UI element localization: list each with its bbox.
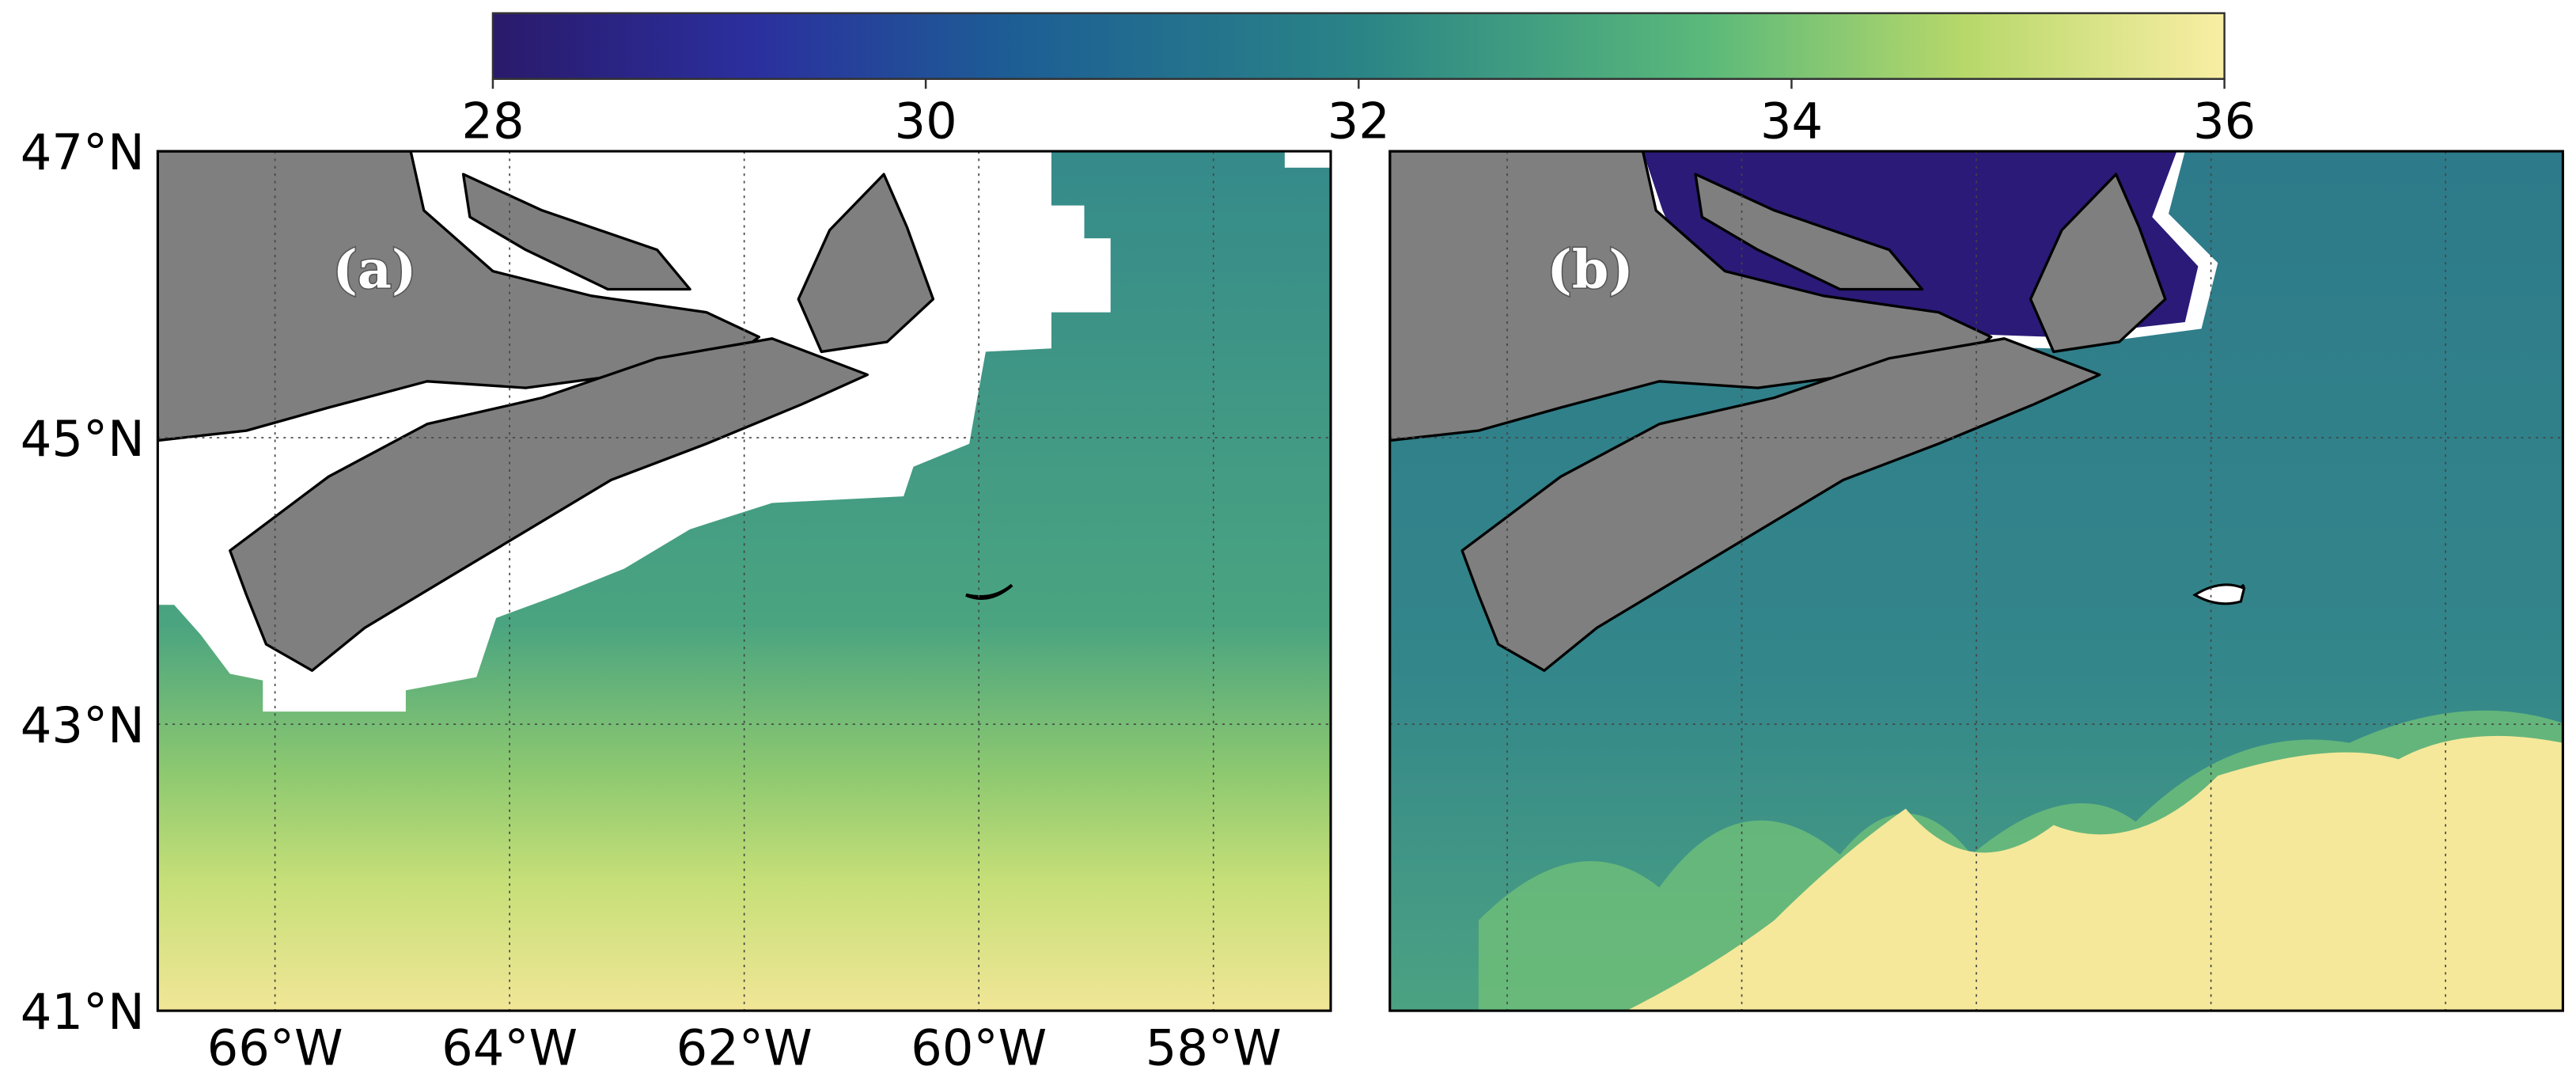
lat-tick-label: 41°N [21, 983, 145, 1041]
grid [157, 151, 1331, 1011]
colorbar-tick-label: 30 [894, 92, 957, 150]
colorbar-tick-label: 34 [1760, 92, 1823, 150]
colorbar-tick-label: 36 [2193, 92, 2256, 150]
lat-tick-label: 47°N [21, 123, 145, 181]
lon-tick-label: 66°W [207, 1019, 343, 1077]
panel-label: (a) [332, 238, 416, 300]
lon-tick-label: 58°W [1146, 1019, 1282, 1077]
frame [156, 150, 1332, 1012]
grid [1389, 151, 2563, 1011]
axis-labels: 41°N 43°N 45°N 47°N 66°W 64°W 62°W 60°W 58°W [21, 123, 1282, 1077]
lon-tick-label: 64°W [441, 1019, 578, 1077]
frame [1388, 150, 2564, 1012]
lon-tick-label: 60°W [911, 1019, 1047, 1077]
colorbar-ticks: 28 30 32 34 36 [461, 78, 2256, 150]
colorbar-tick-label: 32 [1328, 92, 1390, 150]
colorbar-tick-label: 28 [461, 92, 524, 150]
colorbar [491, 12, 2226, 80]
panel-a [157, 151, 1331, 1011]
panel-b [1389, 151, 2563, 1011]
lat-tick-label: 43°N [21, 696, 145, 754]
lat-tick-label: 45°N [21, 410, 145, 468]
panel-label: (b) [1547, 238, 1633, 300]
lon-tick-label: 62°W [676, 1019, 813, 1077]
